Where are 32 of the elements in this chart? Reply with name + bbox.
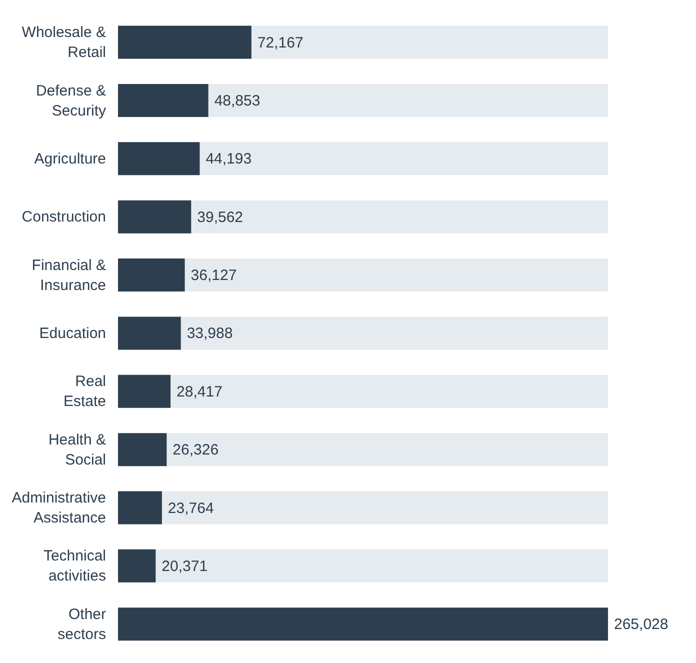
data-label: 28,417 xyxy=(176,383,222,400)
data-label: 36,127 xyxy=(190,267,237,284)
data-label: 72,167 xyxy=(257,34,304,52)
data-label: 33,988 xyxy=(186,325,233,342)
data-label: 265,028 xyxy=(614,616,668,634)
y-tick-label: Education xyxy=(39,325,106,342)
bar xyxy=(118,200,192,234)
y-tick-label: Construction xyxy=(22,208,106,226)
data-label: 26,326 xyxy=(172,442,219,459)
y-tick-label: Real Estate xyxy=(63,373,106,410)
bar xyxy=(118,84,208,117)
data-label: 44,193 xyxy=(206,150,252,168)
bar xyxy=(118,142,200,176)
y-tick-label: Health & Social xyxy=(48,431,106,468)
data-label: 48,853 xyxy=(214,92,260,110)
bar xyxy=(118,258,185,292)
y-tick-label: Defense & Security xyxy=(36,82,106,120)
data-label: 20,371 xyxy=(162,558,208,575)
bar xyxy=(118,491,162,524)
bar xyxy=(118,374,171,408)
bar xyxy=(118,549,156,582)
y-tick-label: Other sectors xyxy=(58,606,106,643)
data-label: 23,764 xyxy=(168,500,214,517)
bar xyxy=(118,26,252,59)
y-tick-label: Agriculture xyxy=(34,150,106,168)
data-label: 39,562 xyxy=(197,208,244,226)
bar xyxy=(118,316,181,350)
y-tick-label: Technical activities xyxy=(43,548,106,585)
y-tick-label: Financial & Insurance xyxy=(32,256,106,294)
bar xyxy=(118,433,167,466)
y-tick-label: Administrative Assistance xyxy=(12,490,106,527)
y-tick-label: Wholesale & Retail xyxy=(22,24,106,62)
